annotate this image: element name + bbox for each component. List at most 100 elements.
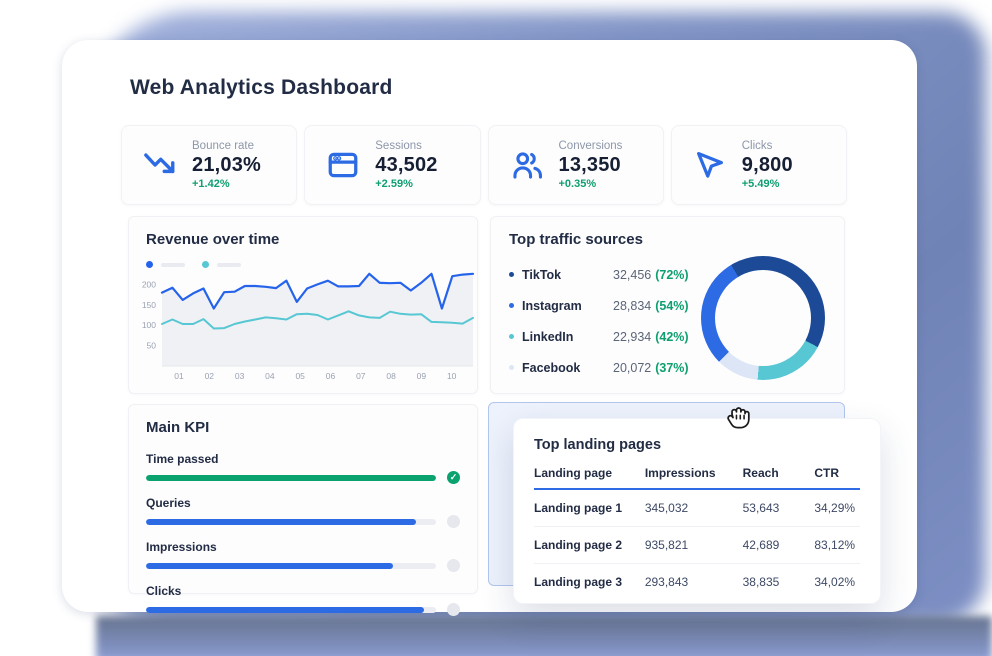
kpi-label: Bounce rate — [192, 140, 255, 152]
pending-circle-icon — [447, 559, 460, 572]
kpi-bar-clicks: Clicks — [146, 584, 460, 616]
kpi-card-conversions: Conversions 13,350 +0.35% — [487, 125, 664, 205]
progress-track — [146, 606, 436, 613]
legend-pill — [217, 262, 241, 267]
cell-landing-page: Landing page 1 — [534, 501, 623, 515]
revenue-card: 50 100 150 200 01 02 03 04 05 06 07 08 09 10 Revenue … — [128, 216, 478, 394]
svg-text:09: 09 — [417, 371, 427, 381]
cell-ctr: 34,02% — [814, 575, 856, 589]
landing-pages-card[interactable]: Top landing pages Landing page Impressio… — [513, 418, 881, 604]
table-row: Landing page 2 935,821 42,689 83,12% — [534, 527, 860, 564]
progress-track — [146, 518, 436, 525]
dashboard-card: Web Analytics Dashboard Bounce rate 21,0… — [62, 40, 917, 616]
traffic-row-facebook: Facebook 20,072 (37%) — [509, 352, 704, 383]
traffic-name: LinkedIn — [522, 329, 574, 344]
progress-fill — [146, 562, 393, 569]
svg-text:200: 200 — [142, 279, 156, 289]
bar-label: Time passed — [146, 452, 219, 466]
background-bottom-band — [96, 616, 992, 656]
kpi-delta: +0.35% — [558, 178, 597, 190]
grabbing-hand-cursor-icon — [727, 407, 750, 429]
col-header-impressions: Impressions — [644, 466, 716, 480]
table-header-row: Landing page Impressions Reach CTR — [534, 466, 860, 489]
traffic-name: Instagram — [522, 298, 582, 313]
traffic-percent: (37%) — [655, 360, 689, 375]
svg-text:04: 04 — [265, 371, 275, 381]
chart-legend — [146, 261, 241, 268]
kpi-row: Bounce rate 21,03% +1.42% Sessions 43,50… — [121, 125, 847, 205]
traffic-row-instagram: Instagram 28,834 (54%) — [509, 290, 704, 321]
bar-label: Queries — [146, 496, 191, 510]
traffic-name: Facebook — [522, 360, 581, 375]
col-header-reach: Reach — [742, 466, 779, 480]
kpi-card-bounce-rate: Bounce rate 21,03% +1.42% — [121, 125, 298, 205]
kpi-delta: +1.42% — [192, 178, 230, 190]
table-row: Landing page 3 293,843 38,835 34,02% — [534, 564, 860, 601]
kpi-value: 21,03% — [192, 154, 262, 176]
kpi-delta: +5.49% — [741, 178, 780, 190]
revenue-title: Revenue over time — [146, 231, 280, 248]
svg-text:50: 50 — [147, 341, 157, 351]
svg-text:02: 02 — [205, 371, 215, 381]
cell-reach: 53,643 — [742, 501, 780, 515]
table-row: Landing page 1 345,032 53,643 34,29% — [534, 489, 860, 527]
pending-circle-icon — [447, 515, 460, 528]
traffic-value: 20,072 — [613, 360, 652, 375]
linkedin-dot-icon — [509, 334, 514, 339]
cell-landing-page: Landing page 2 — [534, 538, 623, 552]
svg-text:07: 07 — [356, 371, 366, 381]
traffic-percent: (72%) — [655, 267, 689, 282]
cell-landing-page: Landing page 3 — [534, 575, 623, 589]
svg-text:03: 03 — [235, 371, 245, 381]
landing-title: Top landing pages — [534, 437, 662, 453]
browser-icon — [326, 148, 360, 182]
progress-track — [146, 474, 436, 481]
cell-impressions: 345,032 — [644, 501, 689, 515]
kpi-delta: +2.59% — [375, 178, 413, 190]
traffic-value: 22,934 — [613, 329, 652, 344]
cell-impressions: 293,843 — [644, 575, 689, 589]
traffic-row-linkedin: LinkedIn 22,934 (42%) — [509, 321, 704, 352]
traffic-row-tiktok: TikTok 32,456 (72%) — [509, 259, 704, 290]
tiktok-dot-icon — [509, 272, 514, 277]
pending-circle-icon — [447, 603, 460, 616]
traffic-percent: (54%) — [655, 298, 689, 313]
svg-text:10: 10 — [447, 371, 457, 381]
col-header-ctr: CTR — [814, 466, 840, 480]
traffic-value: 32,456 — [613, 267, 652, 282]
main-kpi-card: Main KPI Time passed ✓ Queries Impressio… — [128, 404, 478, 616]
cell-ctr: 83,12% — [814, 538, 856, 552]
legend-dot-blue — [146, 261, 153, 268]
kpi-label: Clicks — [741, 140, 773, 152]
kpi-label: Conversions — [558, 140, 623, 152]
kpi-card-clicks: Clicks 9,800 +5.49% — [670, 125, 847, 205]
svg-text:06: 06 — [326, 371, 336, 381]
bar-label: Impressions — [146, 540, 217, 554]
svg-text:100: 100 — [142, 320, 156, 330]
cell-impressions: 935,821 — [644, 538, 689, 552]
traffic-list: TikTok 32,456 (72%) Instagram 28,834 (54… — [509, 259, 704, 383]
progress-fill — [146, 606, 425, 613]
progress-track — [146, 562, 436, 569]
cell-ctr: 34,29% — [814, 501, 856, 515]
kpi-bar-time-passed: Time passed ✓ — [146, 452, 460, 484]
check-circle-icon: ✓ — [447, 471, 460, 484]
legend-item-secondary — [202, 261, 241, 268]
cursor-icon — [693, 148, 727, 182]
traffic-value: 28,834 — [613, 298, 652, 313]
kpi-bar-queries: Queries — [146, 496, 460, 528]
traffic-percent: (42%) — [655, 329, 689, 344]
kpi-value: 9,800 — [741, 154, 793, 176]
traffic-donut-chart — [701, 256, 825, 380]
trend-down-icon — [143, 148, 177, 182]
progress-fill — [146, 518, 416, 525]
legend-item-primary — [146, 261, 185, 268]
kpi-card-sessions: Sessions 43,502 +2.59% — [304, 125, 481, 205]
page-title: Web Analytics Dashboard — [130, 76, 393, 99]
facebook-dot-icon — [509, 365, 514, 370]
col-header-landing-page: Landing page — [534, 466, 612, 480]
traffic-title: Top traffic sources — [509, 231, 643, 248]
bar-label: Clicks — [146, 584, 182, 598]
instagram-dot-icon — [509, 303, 514, 308]
